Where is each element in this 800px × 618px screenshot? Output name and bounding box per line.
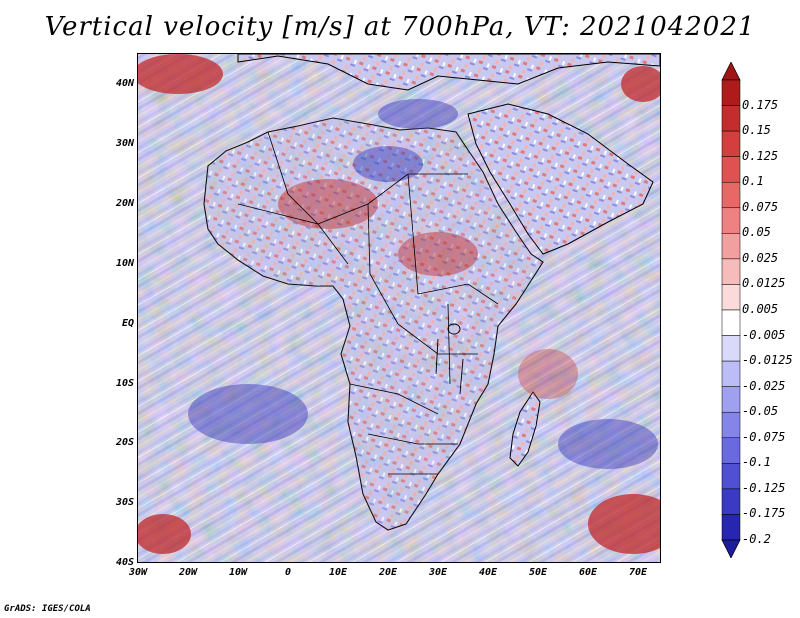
colorbar-swatch — [721, 233, 741, 260]
colorbar-label: 0.175 — [742, 97, 779, 112]
lon-label-20e: 20E — [378, 567, 398, 578]
colorbar-label: 0.05 — [742, 225, 771, 240]
lat-label-10s: 10S — [115, 378, 134, 389]
lat-label-10n: 10N — [115, 258, 134, 269]
colorbar-label: -0.2 — [742, 532, 771, 546]
colorbar-swatch — [721, 284, 741, 311]
lat-label-30s: 30S — [115, 497, 134, 508]
colorbar-label: -0.125 — [742, 480, 786, 495]
colorbar-swatch — [721, 463, 741, 490]
colorbar-swatch — [721, 386, 741, 413]
colorbar-swatch — [721, 488, 741, 515]
colorbar-label: 0.005 — [742, 302, 779, 316]
colorbar-label: -0.075 — [742, 429, 786, 444]
colorbar-swatch — [721, 411, 741, 439]
colorbar-swatch — [721, 207, 741, 234]
colorbar-label: 0.15 — [742, 123, 771, 138]
colorbar-swatch — [721, 105, 741, 132]
lat-label-20n: 20N — [115, 198, 134, 209]
colorbar-swatch — [721, 156, 741, 183]
colorbar — [721, 62, 741, 558]
colorbar-swatch — [721, 309, 741, 336]
colorbar-swatch — [721, 437, 741, 464]
colorbar-label: -0.005 — [742, 327, 786, 342]
updraft-patches — [138, 54, 660, 554]
lon-label-30w: 30W — [128, 567, 148, 578]
colorbar-label: 0.125 — [742, 148, 779, 163]
map-title: Vertical velocity [m/s] at 700hPa, VT: 2… — [44, 12, 756, 42]
map-canvas — [138, 54, 660, 562]
colorbar-swatch — [721, 514, 741, 541]
lat-label-40s: 40S — [115, 557, 134, 568]
colorbar-swatch — [721, 79, 741, 106]
lon-label-30e: 30E — [428, 567, 448, 578]
colorbar-swatch — [721, 258, 741, 285]
lon-label-20w: 20W — [178, 567, 198, 578]
colorbar-label: -0.1 — [742, 455, 771, 470]
arabian-peninsula — [467, 103, 654, 255]
colorbar-swatch — [721, 360, 741, 387]
lon-label-50e: 50E — [528, 567, 548, 578]
lakes — [435, 323, 464, 395]
colorbar-swatch — [721, 335, 741, 362]
lat-label-20s: 20S — [115, 437, 134, 448]
colorbar-swatch — [721, 181, 741, 209]
credit-text: GrADS: IGES/COLA — [4, 604, 91, 614]
lat-label-30n: 30N — [115, 138, 134, 149]
lon-label-60e: 60E — [578, 567, 598, 578]
colorbar-label: 0.0125 — [742, 276, 786, 291]
lat-label-eq: EQ — [121, 318, 134, 329]
country-borders — [237, 131, 499, 475]
colorbar-swatch — [721, 130, 741, 157]
colorbar-bottom-arrow — [721, 539, 741, 558]
colorbar-label: -0.025 — [742, 378, 786, 393]
europe-coast — [237, 54, 660, 91]
colorbar-label: 0.025 — [742, 250, 779, 265]
colorbar-label: 0.1 — [742, 174, 764, 189]
colorbar-label: -0.175 — [742, 506, 786, 521]
lon-label-10e: 10E — [328, 567, 348, 578]
colorbar-label: 0.075 — [742, 199, 779, 214]
velocity-map — [137, 53, 661, 563]
lon-label-10w: 10W — [228, 567, 248, 578]
madagascar — [509, 391, 541, 467]
downdraft-patches — [188, 99, 658, 469]
colorbar-top-arrow — [721, 62, 741, 81]
colorbar-label: -0.0125 — [742, 353, 793, 368]
colorbar-label: -0.05 — [742, 404, 779, 419]
lon-label-40e: 40E — [478, 567, 498, 578]
lon-label-70e: 70E — [628, 567, 648, 578]
lon-label-0: 0 — [284, 567, 292, 578]
lat-label-40n: 40N — [115, 78, 134, 89]
